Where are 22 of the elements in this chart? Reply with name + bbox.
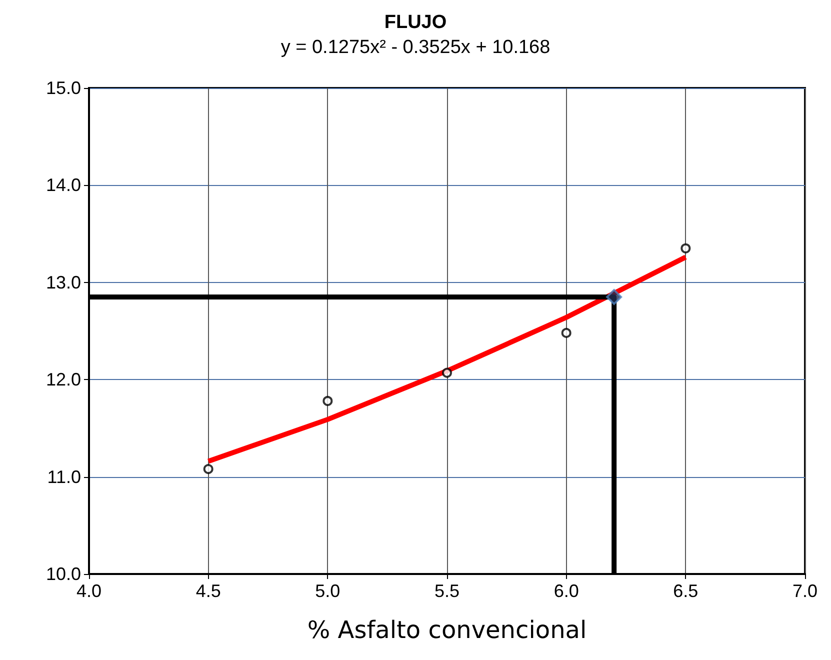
point (203, 464, 214, 474)
x-tick-label: 4.5 (196, 581, 221, 601)
x-tick-label: 5.5 (434, 581, 460, 601)
point (606, 288, 622, 305)
x-tick-label: 6.0 (554, 581, 579, 601)
y-tick-label: 11.0 (47, 466, 81, 487)
y-tick-label: 15.0 (46, 78, 81, 98)
y-tick-label: 13.0 (46, 272, 81, 292)
x-tick-label: 4.0 (76, 581, 102, 601)
x-tick-label: 5.0 (315, 581, 340, 601)
point (680, 243, 691, 254)
chart-title: FLUJO (384, 12, 447, 33)
x-tick-label: 7.0 (792, 581, 818, 601)
point (442, 368, 452, 378)
y-tick-label: 14.0 (46, 175, 81, 196)
y-tick-label: 10.0 (46, 564, 81, 584)
x-tick-label: 6.5 (673, 581, 698, 601)
point (561, 328, 572, 338)
chart-subtitle: y = 0.1275x² - 0.3525x + 10.168 (280, 37, 550, 58)
x-axis-title: % Asfalto convencional (307, 616, 587, 644)
y-tick-label: 12.0 (46, 370, 81, 390)
point (322, 396, 333, 406)
